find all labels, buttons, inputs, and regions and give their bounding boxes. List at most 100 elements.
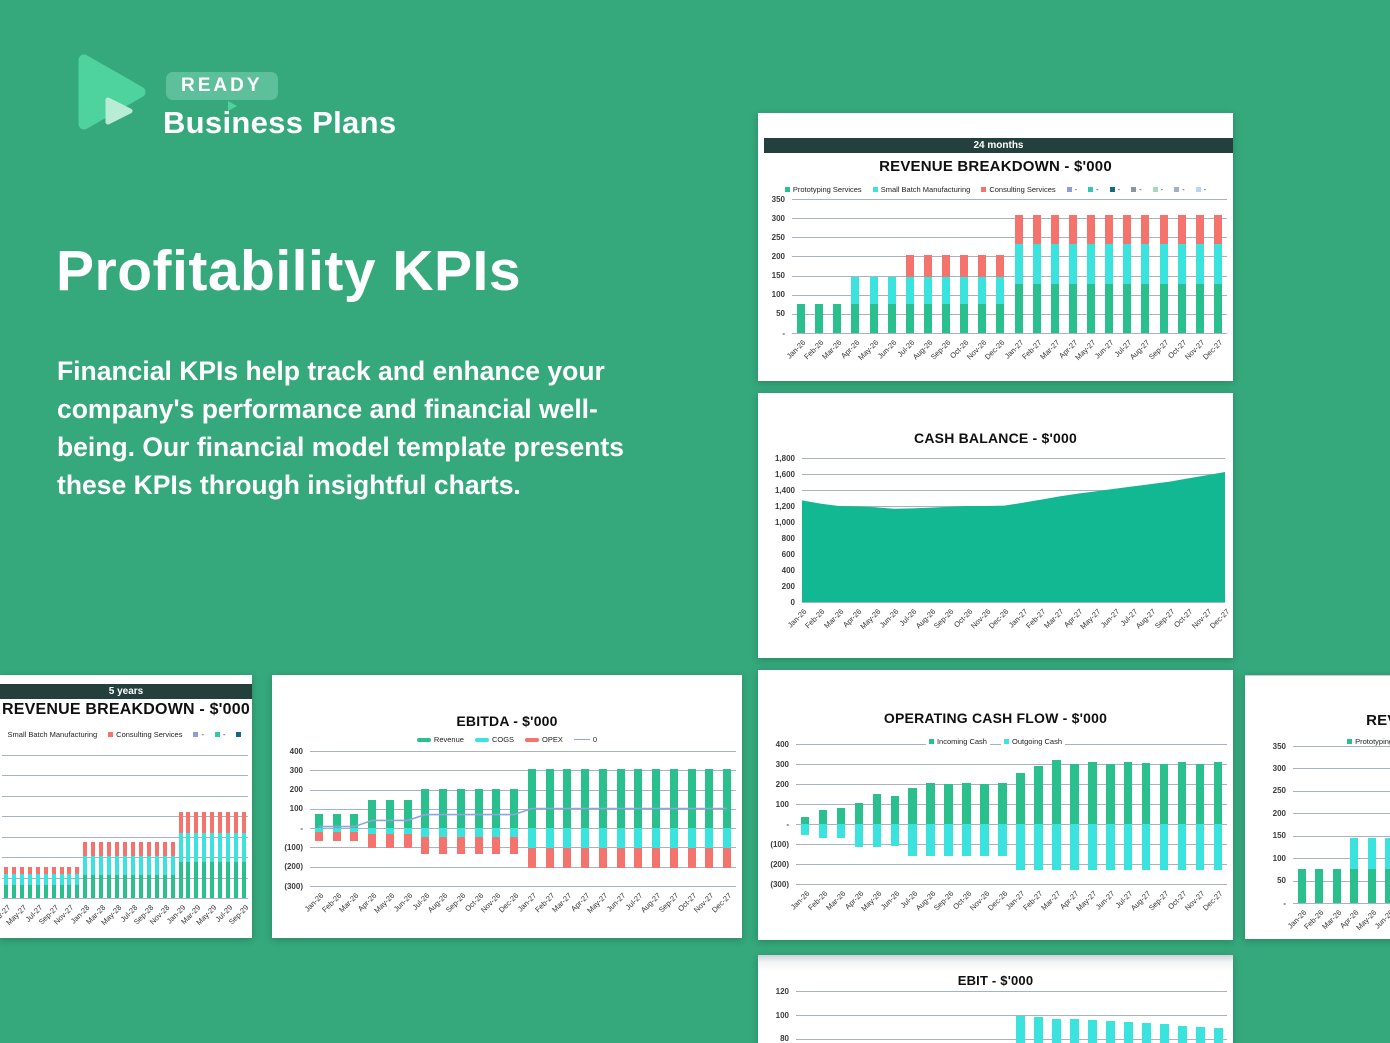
bar-segment [385, 834, 394, 849]
bar-segment [226, 861, 231, 898]
y-axis-label: 300 [771, 213, 785, 223]
y-axis-label: 350 [771, 194, 785, 204]
chart-period-band: 5 years [0, 684, 252, 699]
bar-segment [218, 861, 223, 898]
legend-marker-icon [1066, 187, 1072, 192]
bar-segment [403, 834, 412, 849]
bar-segment [43, 874, 48, 885]
bar-segment [616, 768, 625, 829]
bar-segment [35, 874, 40, 885]
bar-segment [1195, 244, 1204, 284]
bar-segment [1123, 215, 1132, 245]
legend-marker-icon [1003, 739, 1009, 744]
bar-segment [194, 861, 199, 898]
bar-segment [194, 832, 199, 862]
bar-segment [598, 768, 607, 829]
gridline [792, 275, 1227, 277]
bar-segment [107, 842, 112, 856]
bar-segment [1106, 824, 1115, 870]
bar-segment [234, 811, 239, 833]
bar-segment [687, 848, 696, 868]
legend-label: - [1096, 185, 1099, 194]
bar-segment [456, 788, 465, 829]
gridline [792, 218, 1227, 220]
legend-item: Consulting Services [981, 185, 1056, 194]
bar-segment [1141, 244, 1150, 284]
bar-segment [456, 828, 465, 837]
bar-segment [138, 842, 143, 856]
bar-segment [242, 832, 247, 862]
bar-segment [1177, 215, 1186, 245]
gridline [796, 844, 1227, 845]
bar-segment [1068, 283, 1077, 333]
bar-segment [1088, 824, 1097, 870]
chart-legend: Revenue COGS OPEX 0 [272, 735, 742, 744]
legend-marker-icon [1195, 187, 1201, 192]
legend-label: - [1182, 185, 1185, 194]
bar-segment [1367, 837, 1376, 870]
chart-title: EBIT - $'000 [947, 973, 1044, 988]
area-series [802, 472, 1225, 602]
bar-segment [1033, 1017, 1043, 1043]
chart-title: CASH BALANCE - $'000 [914, 430, 1077, 446]
gridline [1293, 880, 1390, 882]
gridline [310, 751, 736, 752]
y-axis-label: 250 [1272, 786, 1286, 796]
bar-segment [474, 836, 483, 855]
y-axis-label: 200 [289, 785, 303, 795]
bar-segment [1123, 1022, 1133, 1043]
gridline [796, 804, 1227, 805]
bar-segment [170, 855, 175, 875]
gridline [802, 474, 1225, 475]
legend-item: - [1109, 185, 1120, 194]
bar-segment [492, 828, 501, 837]
bar-segment [527, 828, 536, 849]
legend-marker-icon [1174, 187, 1180, 192]
bar-segment [978, 304, 987, 333]
bar-segment [634, 768, 643, 829]
legend-marker-icon [474, 737, 489, 742]
bar-segment [652, 768, 661, 829]
bar-segment [178, 861, 183, 898]
legend-item: Consulting Services [108, 730, 182, 739]
legend-label: OPEX [542, 735, 563, 744]
bar-segment [616, 848, 625, 868]
bar-segment [115, 874, 120, 898]
legend-label: COGS [491, 735, 515, 744]
legend-label: 0 [592, 735, 598, 744]
gridline [802, 602, 1225, 603]
bar-segment [890, 824, 900, 847]
bar-segment [194, 811, 199, 833]
y-axis-label: 400 [781, 565, 795, 575]
gridline [796, 864, 1227, 865]
bar-segment [872, 794, 882, 824]
legend-item: COGS [474, 735, 515, 744]
bar-segment [11, 866, 16, 875]
bar-segment [962, 824, 971, 856]
legend-item: OPEX [525, 735, 563, 744]
y-axis-label: 50 [776, 309, 785, 319]
bar-segment [669, 768, 678, 829]
bar-segment [3, 884, 8, 898]
y-axis-label: 1,800 [774, 453, 795, 463]
bar-segment [123, 842, 127, 856]
bar-segment [226, 832, 231, 862]
bar-segment [27, 884, 32, 898]
bar-segment [19, 884, 24, 898]
bar-segment [1123, 283, 1132, 333]
bar-segment [1141, 824, 1151, 870]
bar-segment [67, 874, 72, 885]
bar-segment [960, 277, 969, 305]
bar-segment [474, 828, 483, 837]
legend-item [236, 732, 244, 737]
brand-accent-triangle-icon [228, 101, 237, 111]
bar-segment [1159, 283, 1168, 333]
bar-segment [51, 874, 56, 885]
bar-segment [1051, 1018, 1061, 1043]
bar-segment [1177, 824, 1187, 870]
bar-segment [202, 811, 207, 833]
legend-marker-icon [872, 187, 878, 192]
bar-segment [27, 874, 32, 885]
legend-item: Prototyping Services [784, 185, 862, 194]
chart-plot: 400 300 200 100- (100) (200) (300) Jan-26 Feb-26… [770, 740, 1227, 913]
